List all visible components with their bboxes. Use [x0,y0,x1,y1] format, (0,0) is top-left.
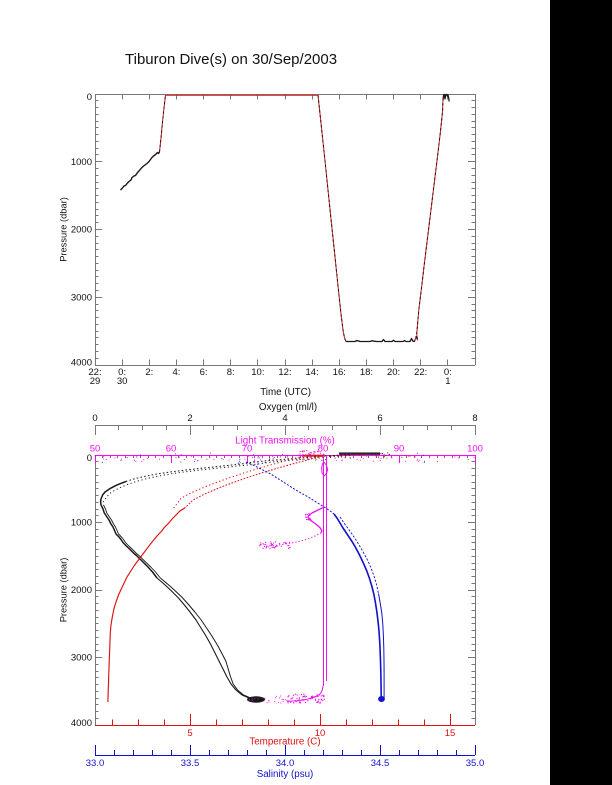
svg-text:2000: 2000 [71,585,92,596]
svg-text:Light Transmission (%): Light Transmission (%) [235,435,335,446]
svg-text:Temperature (C): Temperature (C) [249,737,320,748]
svg-text:90: 90 [394,444,405,455]
svg-text:80: 80 [318,444,329,455]
svg-text:0: 0 [87,453,92,464]
svg-text:60: 60 [166,444,177,455]
svg-text:22:: 22: [414,367,427,378]
svg-text:50: 50 [90,444,101,455]
svg-text:2: 2 [187,413,192,424]
svg-text:22:: 22: [88,367,101,378]
svg-text:14:: 14: [306,367,319,378]
svg-text:4000: 4000 [71,357,92,368]
svg-text:4:: 4: [172,367,180,378]
svg-text:2:: 2: [145,367,153,378]
svg-text:10: 10 [315,728,326,739]
svg-text:0:: 0: [118,367,126,378]
svg-text:Pressure (dbar): Pressure (dbar) [59,197,69,262]
svg-text:10:: 10: [251,367,264,378]
svg-text:8:: 8: [227,367,235,378]
svg-text:100: 100 [467,444,483,455]
svg-text:3000: 3000 [71,653,92,664]
svg-text:1000: 1000 [71,518,92,529]
svg-text:Pressure (dbar): Pressure (dbar) [59,558,69,623]
svg-text:70: 70 [242,444,253,455]
svg-text:35.0: 35.0 [466,758,485,769]
svg-text:0: 0 [92,413,97,424]
svg-text:6: 6 [377,413,382,424]
svg-text:1: 1 [445,376,450,387]
svg-text:4000: 4000 [71,718,92,729]
svg-text:34.0: 34.0 [276,758,295,769]
svg-text:3000: 3000 [71,292,92,303]
svg-text:0:: 0: [444,367,452,378]
svg-text:20:: 20: [387,367,400,378]
svg-text:6:: 6: [200,367,208,378]
svg-text:34.5: 34.5 [371,758,390,769]
svg-text:1000: 1000 [71,157,92,168]
svg-text:33.5: 33.5 [181,758,200,769]
svg-text:0: 0 [87,92,92,103]
svg-text:16:: 16: [333,367,346,378]
svg-text:Salinity (psu): Salinity (psu) [257,769,314,780]
svg-text:2000: 2000 [71,225,92,236]
svg-text:15: 15 [445,728,456,739]
svg-text:30: 30 [117,376,128,387]
svg-text:33.0: 33.0 [86,758,105,769]
svg-text:12:: 12: [278,367,291,378]
svg-text:29: 29 [90,376,101,387]
svg-text:8: 8 [472,413,477,424]
svg-text:Oxygen (ml/l): Oxygen (ml/l) [259,402,317,413]
svg-text:4: 4 [282,413,287,424]
svg-text:Time (UTC): Time (UTC) [260,387,311,398]
svg-text:18:: 18: [360,367,373,378]
svg-text:5: 5 [187,728,192,739]
svg-text:Tiburon Dive(s) on 30/Sep/2003: Tiburon Dive(s) on 30/Sep/2003 [125,51,337,68]
